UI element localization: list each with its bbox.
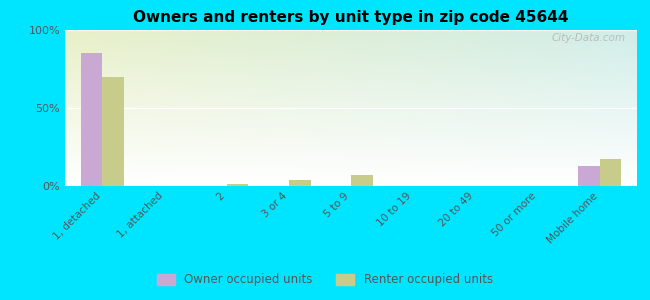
Bar [351,175,372,186]
Title: Owners and renters by unit type in zip code 45644: Owners and renters by unit type in zip c… [133,10,569,25]
Bar [102,77,124,186]
Bar [81,53,102,186]
Legend: Owner occupied units, Renter occupied units: Owner occupied units, Renter occupied un… [153,269,497,291]
Bar [600,160,621,186]
Bar [227,184,248,186]
Bar [289,180,311,186]
Bar [578,166,600,186]
Text: City-Data.com: City-Data.com [551,33,625,43]
